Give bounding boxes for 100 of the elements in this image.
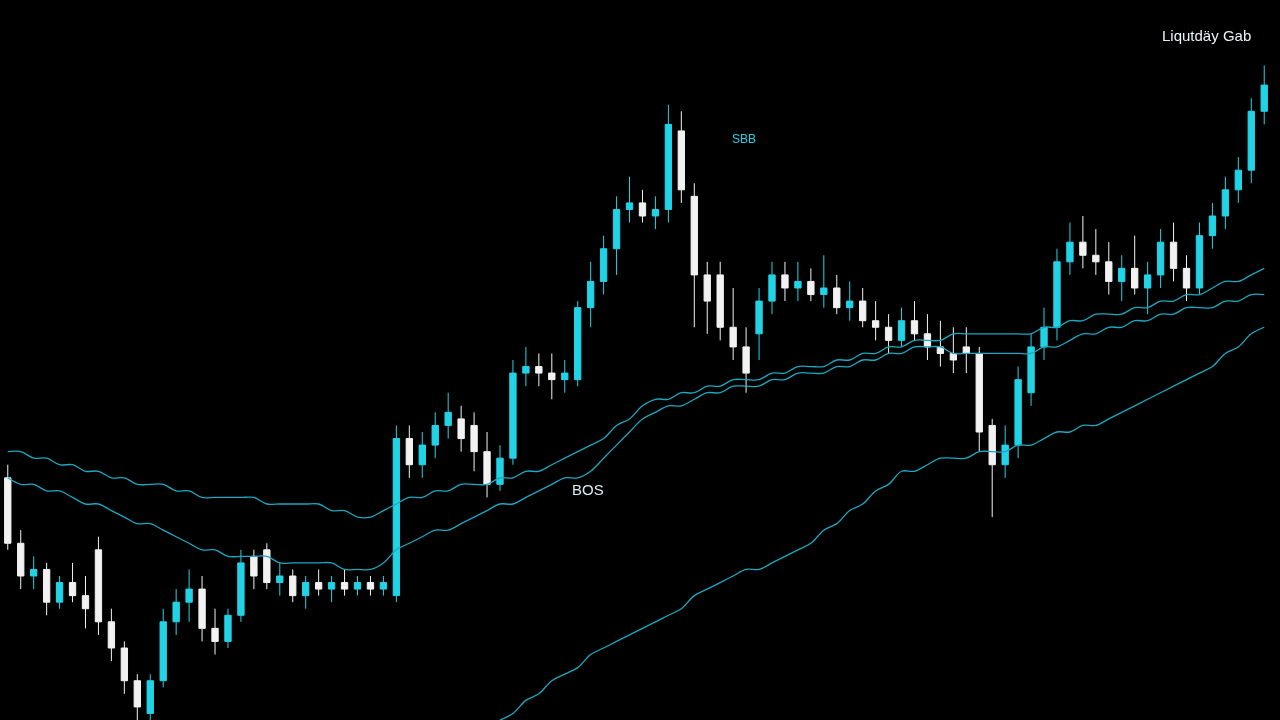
text: Liqutdäy Gab (1162, 27, 1252, 44)
candlestick (664, 104, 673, 224)
candlestick (405, 424, 413, 479)
candlestick (353, 575, 362, 597)
candlestick (1260, 64, 1268, 125)
candlestick (586, 261, 595, 328)
candlestick (1131, 235, 1139, 296)
candlestick (548, 352, 556, 400)
candlestick (366, 575, 375, 597)
candlestick (250, 549, 258, 590)
candlestick (107, 608, 116, 662)
candlestick (276, 562, 284, 597)
candlestick (81, 575, 90, 629)
candlestick (1195, 222, 1204, 296)
candlestick (729, 287, 737, 361)
candlestick (120, 640, 129, 695)
candlestick (496, 444, 504, 492)
candlestick (1105, 241, 1113, 296)
candlestick (949, 326, 958, 374)
candlestick (625, 176, 634, 224)
candlestick (289, 568, 297, 603)
candlestick (1221, 176, 1230, 230)
candlestick (1053, 248, 1061, 341)
candlestick (1156, 228, 1165, 289)
candlestick (910, 300, 919, 341)
candlestick (612, 195, 621, 276)
candlestick (859, 287, 867, 328)
candlestick (302, 575, 310, 610)
candlestick (431, 411, 439, 459)
candlestick (340, 568, 349, 597)
candlestick (1066, 222, 1074, 276)
annotation: SBB (732, 132, 757, 146)
candlestick (379, 575, 388, 597)
candlestick (1143, 261, 1152, 315)
candlestick (146, 673, 154, 720)
candlestick (1014, 366, 1022, 459)
candlestick (1040, 307, 1048, 361)
candlestick (185, 568, 193, 623)
candlestick (1208, 202, 1217, 250)
candlestick (1182, 254, 1191, 302)
candlestick (94, 536, 103, 636)
candlestick (820, 254, 828, 309)
candlestick (690, 182, 698, 328)
candlestick (1079, 215, 1087, 269)
candlestick (198, 575, 206, 642)
candlestick (703, 261, 711, 335)
candlestick (871, 300, 880, 341)
candlestick (1092, 228, 1100, 276)
candlestick (444, 392, 452, 440)
candlestick (483, 431, 491, 498)
candlestick (1234, 156, 1242, 204)
candlestick (1169, 222, 1178, 282)
candlestick (535, 352, 543, 387)
candlestick (133, 673, 141, 720)
candlestick (574, 300, 582, 387)
candlestick (936, 320, 945, 368)
candlestick (794, 261, 802, 302)
candlestick (923, 313, 932, 361)
candlestick (1118, 254, 1126, 302)
candlestick (314, 568, 323, 597)
candlestick (68, 562, 77, 603)
candlestick (599, 235, 608, 296)
candlestick (833, 274, 841, 315)
candlestick (457, 405, 465, 453)
candlestick (1001, 424, 1009, 479)
candlestick (975, 346, 983, 453)
candlestick (522, 346, 530, 387)
candlestick (470, 411, 478, 472)
candlestick (224, 608, 232, 649)
candlestick (172, 588, 180, 636)
candlestick (327, 575, 336, 603)
candlestick (159, 608, 167, 688)
candlestick (638, 189, 647, 224)
candlestick (30, 555, 38, 590)
candlestick (263, 542, 271, 590)
candlestick (742, 326, 750, 394)
candlestick (781, 261, 789, 302)
candlestick (988, 418, 996, 518)
candlestick (237, 549, 245, 623)
candlestick (392, 424, 401, 603)
candlestick (1247, 97, 1255, 184)
candlestick (807, 267, 815, 302)
candlestick (1027, 333, 1035, 407)
annotation: BOS (572, 481, 604, 498)
candlestick (17, 529, 25, 590)
candlestick (677, 110, 686, 204)
candlestick (211, 608, 219, 656)
candlestick (884, 313, 893, 354)
candlestick (561, 359, 569, 394)
candlestick (962, 326, 970, 374)
candlestick (755, 287, 763, 361)
candlestick (55, 575, 64, 610)
candlestick (651, 195, 660, 230)
candlestick (716, 261, 724, 341)
candlestick (4, 464, 12, 551)
candlestick (418, 431, 426, 479)
candlestick (42, 562, 51, 616)
candlestick (768, 261, 776, 315)
candlestick (897, 307, 906, 348)
candlestick (509, 359, 517, 466)
